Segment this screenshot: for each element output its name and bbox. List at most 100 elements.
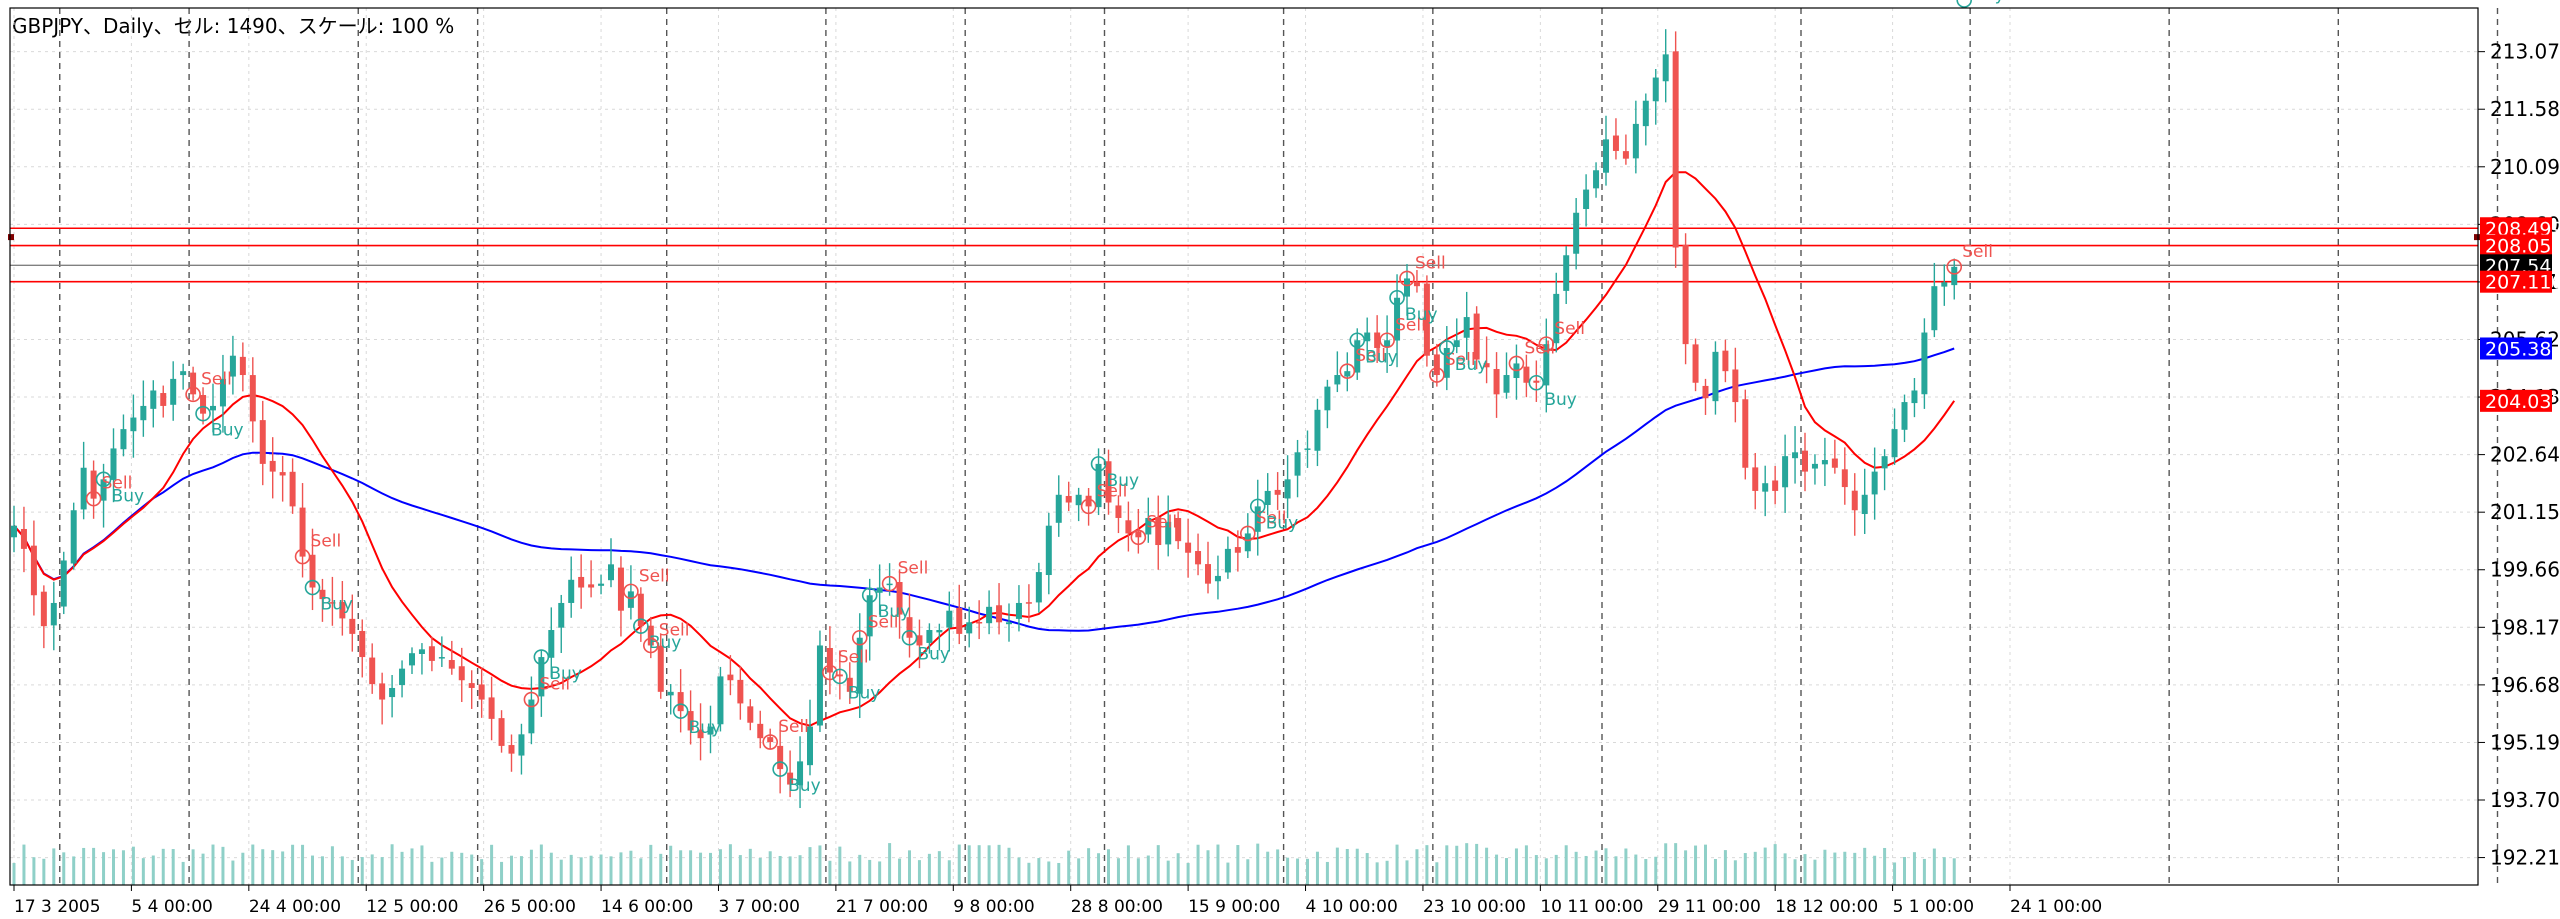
volume-bar — [1773, 844, 1777, 885]
candle-body — [70, 510, 77, 564]
candle-body — [90, 470, 97, 499]
volume-bar — [1405, 860, 1409, 885]
volume-bar — [629, 850, 633, 885]
candle-body — [1732, 369, 1739, 403]
volume-bar — [1246, 859, 1250, 885]
candle-body — [1642, 100, 1649, 127]
volume-bar — [201, 853, 205, 885]
candle-body — [1015, 602, 1022, 619]
candle-body — [598, 583, 605, 586]
volume-bar — [1445, 845, 1449, 885]
candle-body — [697, 729, 704, 739]
volume-bar — [1524, 845, 1528, 885]
candle-body — [548, 630, 555, 658]
candle-body — [428, 646, 435, 661]
candle-body — [1304, 448, 1311, 450]
volume-bar — [709, 852, 712, 885]
candle-body — [1901, 402, 1908, 430]
candle-body — [11, 525, 17, 538]
volume-bar — [1027, 862, 1031, 885]
candle-body — [1702, 385, 1709, 399]
x-tick-label: 28 8 00:00 — [1071, 897, 1163, 917]
ma-fast-tag: 204.032 — [2485, 391, 2560, 413]
candle-body — [1224, 548, 1231, 573]
level-tag-3-bg — [2480, 270, 2552, 293]
volume-bar — [320, 856, 324, 885]
candle-body — [1553, 293, 1560, 344]
buy-signal-label: Buy — [918, 645, 951, 665]
y-tick-label: 213.070 — [2490, 40, 2560, 64]
volume-bar — [92, 847, 96, 885]
volume-bar — [430, 861, 434, 885]
candle-body — [846, 677, 853, 692]
candle-body — [1712, 351, 1719, 402]
volume-bar — [1704, 844, 1707, 885]
candle-body — [110, 448, 117, 480]
volume-bar — [1932, 848, 1936, 885]
volume-bar — [330, 846, 334, 885]
signal-marker — [1249, 498, 1266, 515]
y-tick-label: 201.150 — [2490, 500, 2560, 524]
volume-bar — [480, 859, 484, 885]
candle-body — [488, 697, 495, 719]
candle-body — [1354, 340, 1361, 373]
candle-body — [1841, 469, 1848, 488]
volume-bar — [1544, 858, 1548, 885]
candle-body — [1344, 371, 1351, 377]
buy-signal-label: Buy — [1544, 390, 1577, 410]
candle-body — [1045, 525, 1052, 576]
candle-body — [1632, 123, 1639, 159]
volume-bar — [1793, 859, 1797, 885]
candle-body — [1433, 354, 1440, 376]
buy-signal-label: Buy — [1972, 0, 2005, 5]
volume-bar — [1077, 858, 1081, 885]
candle-body — [1035, 572, 1042, 603]
candle-body — [20, 528, 27, 549]
volume-bar — [72, 856, 76, 885]
candle-body — [329, 602, 336, 604]
volume-bar — [1126, 845, 1130, 885]
candle-body — [866, 595, 873, 637]
volume-bar — [858, 854, 862, 885]
sell-signal-label: Sell — [639, 566, 670, 586]
signal-marker — [195, 405, 211, 422]
volume-bar — [768, 851, 772, 885]
sell-signal-label: Sell — [778, 717, 809, 737]
volume-bar — [1097, 853, 1101, 885]
volume-bar — [52, 848, 56, 885]
candle-body — [1185, 542, 1192, 553]
volume-bar — [1485, 847, 1489, 885]
candle-body — [1463, 317, 1470, 338]
buy-signal-label: Buy — [1107, 471, 1140, 491]
candle-body — [319, 589, 326, 600]
candle-body — [568, 579, 575, 603]
volume-bar — [1176, 853, 1180, 885]
volume-bar — [1684, 850, 1688, 885]
volume-bar — [181, 861, 185, 885]
candle-body — [1821, 460, 1828, 465]
signal-marker — [294, 548, 311, 565]
volume-bar — [221, 846, 225, 885]
sell-signal-label: Sell — [201, 369, 232, 389]
candle-body — [120, 429, 127, 450]
price-tags: 208.499208.052207.540207.116205.387204.0… — [2480, 217, 2560, 413]
x-tick-label: 21 7 00:00 — [836, 897, 928, 917]
candle-body — [1115, 505, 1122, 518]
volume-bar — [370, 854, 374, 885]
buy-signal-label: Buy — [321, 595, 354, 615]
volume-bar — [1465, 843, 1469, 885]
volume-bar — [1624, 848, 1628, 885]
x-tick-label: 15 9 00:00 — [1188, 897, 1280, 917]
candle-body — [538, 657, 545, 697]
candle-body — [1483, 363, 1490, 368]
volume-bar — [1733, 860, 1737, 885]
volume-bar — [997, 844, 1001, 885]
signal-marker — [1429, 367, 1445, 383]
candle-body — [1622, 151, 1629, 159]
volume-bar — [141, 858, 145, 885]
sell-signal-label: Sell — [1524, 338, 1555, 358]
candle-body — [1095, 463, 1102, 508]
volume-bar — [669, 845, 673, 885]
buy-signal-label: Buy — [112, 486, 145, 506]
